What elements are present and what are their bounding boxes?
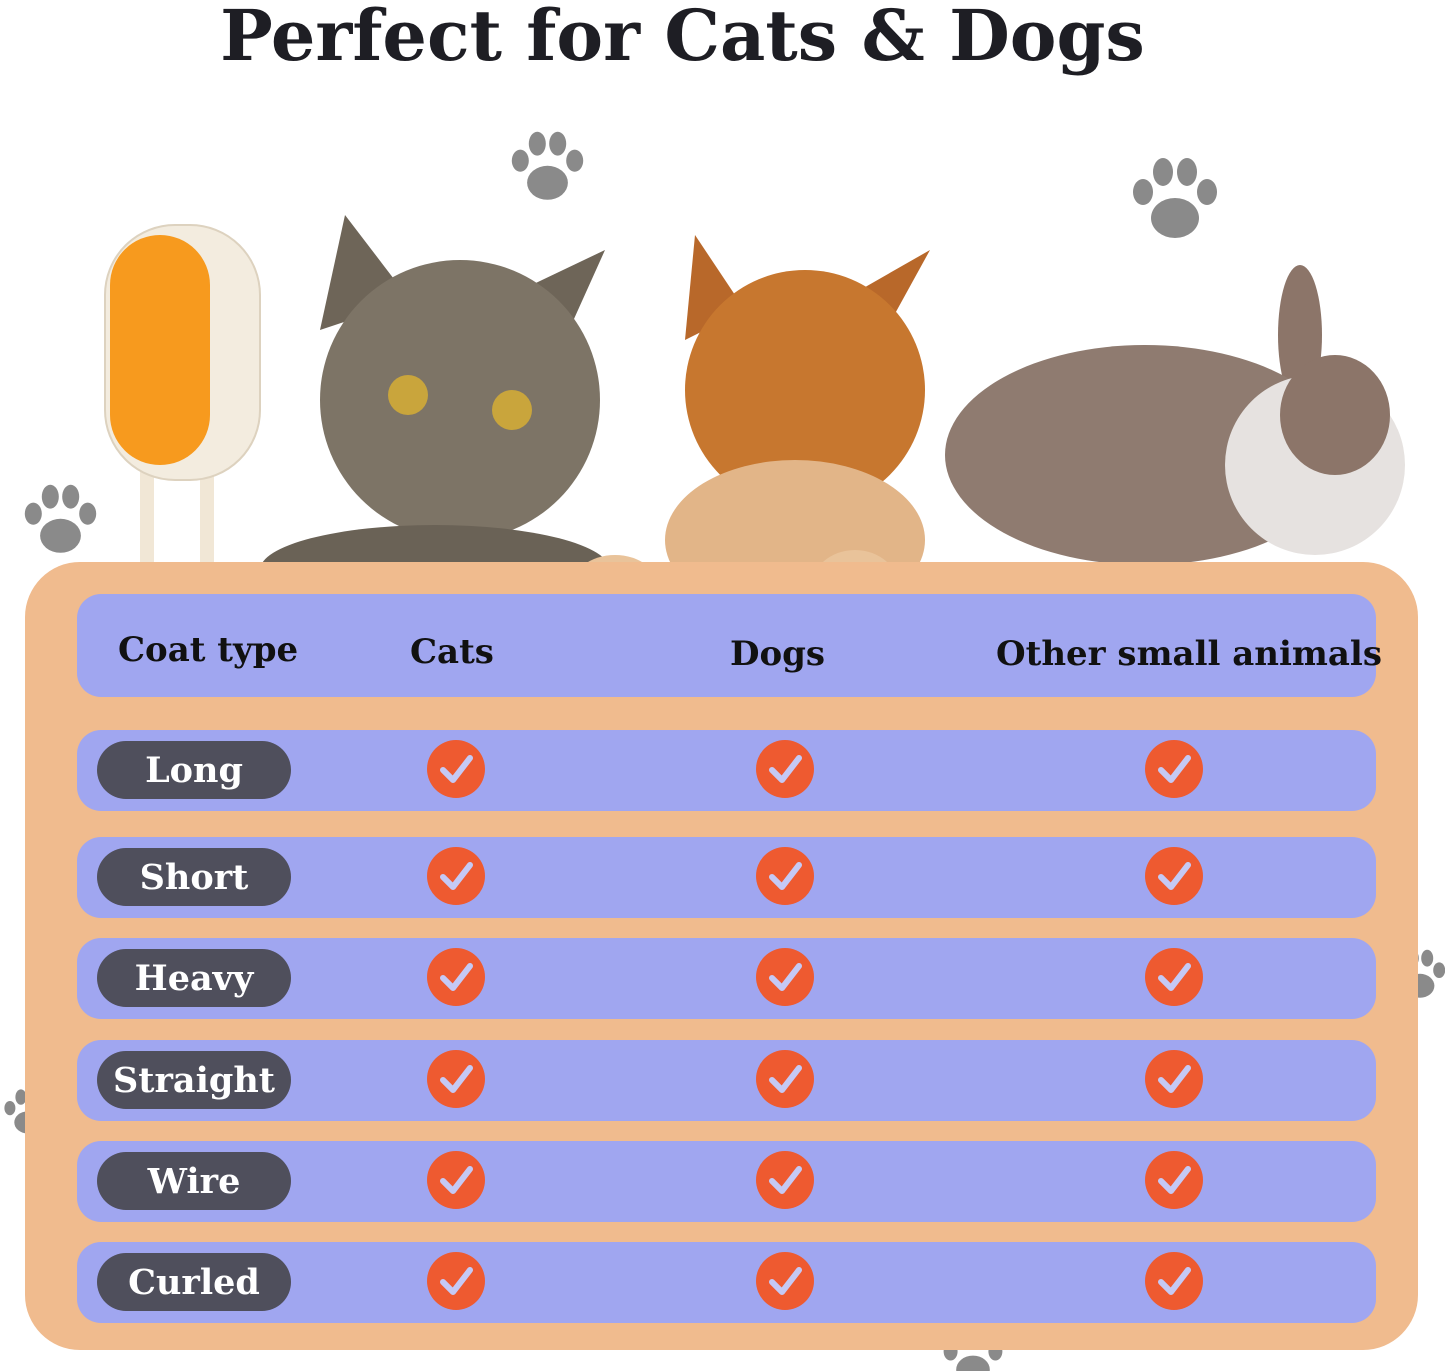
check-circle-icon <box>1145 948 1203 1006</box>
check-circle-icon <box>1145 847 1203 905</box>
header-coat-type: Coat type <box>118 630 299 670</box>
check-circle-icon <box>427 1050 485 1108</box>
steam-brush-image <box>104 224 261 590</box>
page-title: Perfect for Cats & Dogs <box>220 0 1145 77</box>
check-circle-icon <box>427 1252 485 1310</box>
header-other-small-animals: Other small animals <box>996 634 1382 674</box>
cat-image <box>260 215 610 615</box>
paw-print-icon <box>24 484 97 553</box>
paw-print-icon <box>511 131 584 200</box>
check-circle-icon <box>1145 740 1203 798</box>
check-circle-icon <box>756 847 814 905</box>
check-circle-icon <box>1145 1050 1203 1108</box>
coat-type-label: Straight <box>97 1051 291 1109</box>
check-circle-icon <box>427 740 485 798</box>
check-circle-icon <box>1145 1151 1203 1209</box>
check-circle-icon <box>756 1050 814 1108</box>
check-circle-icon <box>427 948 485 1006</box>
paw-print-icon <box>1133 158 1217 238</box>
check-circle-icon <box>427 1151 485 1209</box>
coat-type-label: Short <box>97 848 291 906</box>
check-circle-icon <box>756 740 814 798</box>
check-circle-icon <box>756 1252 814 1310</box>
check-circle-icon <box>1145 1252 1203 1310</box>
rabbit-image <box>945 265 1405 565</box>
check-circle-icon <box>427 847 485 905</box>
coat-type-label: Curled <box>97 1253 291 1311</box>
header-dogs: Dogs <box>730 634 826 674</box>
header-cats: Cats <box>410 632 494 672</box>
check-circle-icon <box>756 1151 814 1209</box>
coat-type-label: Wire <box>97 1152 291 1210</box>
coat-type-label: Long <box>97 741 291 799</box>
coat-type-label: Heavy <box>97 949 291 1007</box>
table-header-row <box>77 594 1376 697</box>
check-circle-icon <box>756 948 814 1006</box>
